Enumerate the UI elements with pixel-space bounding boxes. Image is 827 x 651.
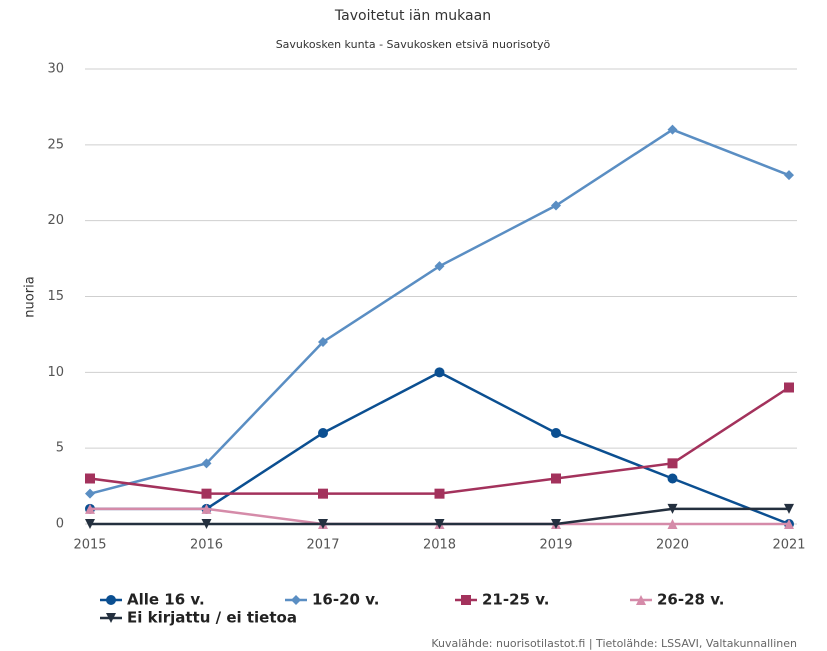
x-tick-label: 2016 bbox=[190, 538, 223, 553]
chart-subtitle: Savukosken kunta - Savukosken etsivä nuo… bbox=[276, 38, 551, 51]
point bbox=[434, 261, 445, 272]
point bbox=[551, 473, 561, 484]
point bbox=[784, 170, 794, 181]
legend-label: Alle 16 v. bbox=[127, 591, 205, 609]
legend-swatch-marker bbox=[106, 613, 116, 623]
series-line bbox=[89, 386, 790, 495]
y-tick-label: 15 bbox=[47, 289, 64, 304]
point bbox=[201, 503, 212, 514]
point bbox=[434, 367, 445, 378]
legend-swatch-marker bbox=[636, 595, 646, 605]
point bbox=[784, 503, 794, 514]
x-tick-label: 2021 bbox=[772, 538, 805, 553]
x-tick-label: 2017 bbox=[306, 538, 339, 553]
point bbox=[667, 458, 678, 469]
x-tick-label: 2020 bbox=[656, 538, 689, 553]
legend-swatch-marker bbox=[291, 595, 301, 605]
x-tick-label: 2018 bbox=[423, 538, 456, 553]
chart-title: Tavoitetut iän mukaan bbox=[334, 8, 491, 24]
y-axis-label: nuoria bbox=[23, 276, 38, 317]
point bbox=[201, 519, 212, 529]
y-tick-label: 30 bbox=[47, 62, 64, 77]
y-tick-label: 0 bbox=[56, 517, 64, 532]
legend-label: 16-20 v. bbox=[312, 591, 379, 609]
point bbox=[551, 519, 561, 529]
point bbox=[667, 124, 678, 135]
point bbox=[201, 458, 212, 469]
point bbox=[434, 488, 445, 499]
source: Kuvalähde: nuorisotilastot.fi | Tietoläh… bbox=[431, 637, 797, 650]
point bbox=[85, 503, 95, 514]
point bbox=[318, 428, 328, 438]
series-line bbox=[89, 128, 790, 495]
y-tick-label: 20 bbox=[47, 213, 64, 228]
legend-swatch-marker bbox=[106, 595, 116, 605]
x-tick-label: 2019 bbox=[539, 538, 572, 553]
point bbox=[667, 503, 678, 514]
point bbox=[318, 337, 328, 347]
point bbox=[667, 473, 678, 484]
y-tick-label: 10 bbox=[47, 365, 64, 380]
legend-label: 21-25 v. bbox=[482, 591, 549, 609]
point bbox=[318, 488, 328, 499]
legend-label: Ei kirjattu / ei tietoa bbox=[127, 609, 297, 627]
legend-swatch-marker bbox=[461, 595, 471, 605]
point bbox=[551, 428, 561, 438]
y-tick-label: 25 bbox=[47, 137, 64, 152]
point bbox=[85, 473, 95, 484]
legend-label: 26-28 v. bbox=[657, 591, 724, 609]
y-tick-label: 5 bbox=[56, 441, 64, 456]
point bbox=[85, 519, 95, 529]
point bbox=[551, 200, 561, 211]
point bbox=[434, 519, 445, 529]
point bbox=[318, 519, 328, 529]
point bbox=[784, 519, 794, 529]
point bbox=[667, 519, 678, 529]
point bbox=[784, 382, 794, 393]
point bbox=[201, 488, 212, 499]
point bbox=[85, 488, 95, 499]
x-tick-label: 2015 bbox=[73, 538, 106, 553]
